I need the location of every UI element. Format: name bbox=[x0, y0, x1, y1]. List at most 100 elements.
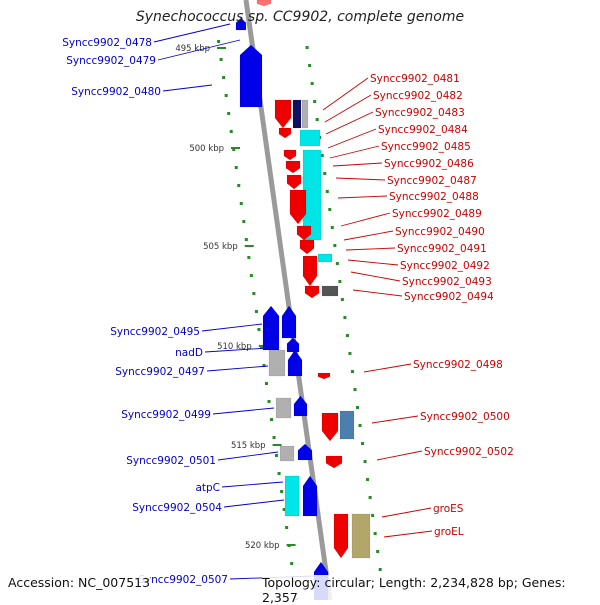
gene-syncc9902-0500b[interactable] bbox=[339, 410, 355, 440]
gene-label-right[interactable]: groEL bbox=[434, 526, 464, 538]
gene-syncc9902-0489[interactable] bbox=[289, 189, 307, 225]
gene-label-right[interactable]: Syncc9902_0500 bbox=[420, 411, 510, 423]
gene-syncc9902-0490[interactable] bbox=[296, 225, 312, 241]
track-dot-right bbox=[315, 118, 319, 121]
track-dot-left bbox=[280, 490, 284, 493]
track-dot-right bbox=[348, 352, 352, 355]
gene-syncc9902-0481[interactable] bbox=[274, 99, 292, 129]
gene-label-right[interactable]: Syncc9902_0485 bbox=[381, 141, 471, 153]
gene-groel[interactable] bbox=[351, 513, 371, 559]
gene-syncc9902-0480[interactable] bbox=[239, 44, 263, 108]
gene-label-right[interactable]: Syncc9902_0483 bbox=[375, 107, 465, 119]
track-dot-left bbox=[237, 184, 241, 187]
gene-syncc9902-0494[interactable] bbox=[304, 285, 320, 299]
gene-syncc9902-0484[interactable] bbox=[299, 129, 321, 147]
label-connector-right bbox=[329, 145, 380, 159]
gene-label-right[interactable]: Syncc9902_0487 bbox=[387, 175, 477, 187]
gene-label-right[interactable]: Syncc9902_0494 bbox=[404, 291, 494, 303]
gene-syncc9902-0504[interactable] bbox=[302, 475, 318, 517]
gene-syncc9902-0500[interactable] bbox=[321, 412, 339, 442]
label-connector-left bbox=[162, 84, 213, 92]
track-dot-left bbox=[217, 40, 221, 43]
gene-syncc9902-0499b[interactable] bbox=[293, 395, 308, 417]
track-dot-right bbox=[338, 280, 342, 283]
gene-label-left[interactable]: Syncc9902_0504 bbox=[132, 502, 222, 514]
label-connector-right bbox=[381, 507, 432, 518]
track-dot-left bbox=[249, 274, 253, 277]
gene-nadd[interactable] bbox=[286, 337, 300, 353]
scale-tick-label: 505 kbp bbox=[203, 242, 238, 252]
scale-tick-label: 500 kbp bbox=[189, 144, 224, 154]
gene-label-right[interactable]: groES bbox=[433, 503, 464, 515]
gene-label-right[interactable]: Syncc9902_0502 bbox=[424, 446, 514, 458]
gene-label-right[interactable]: Syncc9902_0492 bbox=[400, 260, 490, 272]
track-dot-right bbox=[350, 370, 354, 373]
gene-syncc9902-0499[interactable] bbox=[275, 397, 292, 419]
track-dot-right bbox=[361, 442, 365, 445]
gene-syncc9902-0485[interactable] bbox=[283, 149, 297, 161]
gene-label-right[interactable]: Syncc9902_0481 bbox=[370, 73, 460, 85]
gene-top-partial[interactable] bbox=[256, 0, 272, 7]
gene-label-left[interactable]: Syncc9902_0497 bbox=[115, 366, 205, 378]
gene-atpc[interactable] bbox=[284, 475, 300, 517]
gene-label-left[interactable]: Syncc9902_0478 bbox=[62, 37, 152, 49]
label-connector-right bbox=[340, 212, 391, 227]
gene-syncc9902-0494b[interactable] bbox=[321, 285, 339, 297]
gene-label-right[interactable]: Syncc9902_0498 bbox=[413, 359, 503, 371]
track-dot-right bbox=[333, 244, 337, 247]
gene-label-left[interactable]: Syncc9902_0495 bbox=[110, 326, 200, 338]
gene-label-left[interactable]: Syncc9902_0480 bbox=[71, 86, 161, 98]
gene-syncc9902-0479[interactable] bbox=[235, 17, 247, 31]
track-dot-left bbox=[257, 328, 261, 331]
gene-label-left[interactable]: Syncc9902_0499 bbox=[121, 409, 211, 421]
gene-syncc9902-0492[interactable] bbox=[317, 253, 333, 263]
gene-syncc9902-0495b[interactable] bbox=[281, 305, 297, 339]
gene-syncc9902-0497b[interactable] bbox=[287, 349, 303, 377]
label-connector-left bbox=[221, 481, 284, 488]
track-dot-left bbox=[239, 202, 243, 205]
gene-groes[interactable] bbox=[333, 513, 349, 559]
track-dot-right bbox=[343, 316, 347, 319]
gene-syncc9902-0501[interactable] bbox=[279, 445, 295, 462]
gene-syncc9902-0502[interactable] bbox=[325, 455, 343, 469]
track-dot-right bbox=[353, 388, 357, 391]
gene-label-left[interactable]: Syncc9902_0479 bbox=[66, 55, 156, 67]
gene-syncc9902-0495[interactable] bbox=[262, 305, 280, 351]
scale-tick-label: 515 kbp bbox=[231, 441, 266, 451]
gene-syncc9902-0498[interactable] bbox=[317, 372, 331, 380]
gene-label-right[interactable]: Syncc9902_0484 bbox=[378, 124, 468, 136]
gene-label-right[interactable]: Syncc9902_0491 bbox=[397, 243, 487, 255]
gene-label-right[interactable]: Syncc9902_0488 bbox=[389, 191, 479, 203]
gene-label-right[interactable]: Syncc9902_0493 bbox=[402, 276, 492, 288]
gene-label-left[interactable]: Syncc9902_0501 bbox=[126, 455, 216, 467]
gene-label-right[interactable]: Syncc9902_0486 bbox=[384, 158, 474, 170]
track-dot-right bbox=[368, 496, 372, 499]
label-connector-right bbox=[350, 271, 401, 282]
gene-syncc9902-0491[interactable] bbox=[299, 239, 315, 255]
scale-tick-label: 520 kbp bbox=[245, 541, 280, 551]
label-connector-left bbox=[201, 323, 263, 332]
label-connector-right bbox=[322, 77, 369, 111]
track-dot-right bbox=[305, 46, 309, 49]
gene-syncc9902-0488[interactable] bbox=[286, 174, 302, 190]
gene-label-left[interactable]: Syncc9902_0507 bbox=[138, 574, 228, 586]
gene-syncc9902-0501b[interactable] bbox=[297, 443, 313, 461]
gene-syncc9902-0497[interactable] bbox=[268, 349, 286, 377]
track-dot-left bbox=[227, 112, 231, 115]
gene-label-right[interactable]: Syncc9902_0490 bbox=[395, 226, 485, 238]
gene-syncc9902-0483[interactable] bbox=[278, 127, 292, 139]
track-dot-left bbox=[264, 382, 268, 385]
gene-syncc9902-0493[interactable] bbox=[302, 255, 318, 287]
gene-syncc9902-0487[interactable] bbox=[285, 160, 301, 174]
gene-label-left[interactable]: atpC bbox=[195, 482, 220, 494]
track-dot-right bbox=[308, 64, 312, 67]
gene-label-right[interactable]: Syncc9902_0482 bbox=[373, 90, 463, 102]
label-connector-right bbox=[363, 363, 412, 373]
track-dot-right bbox=[373, 532, 377, 535]
scale-tick-label: 495 kbp bbox=[175, 44, 210, 54]
gene-label-right[interactable]: Syncc9902_0489 bbox=[392, 208, 482, 220]
gene-syncc9902-0482[interactable] bbox=[292, 99, 302, 129]
gene-label-left[interactable]: nadD bbox=[175, 347, 203, 359]
gene-syncc9902-0482b[interactable] bbox=[301, 99, 309, 129]
label-connector-right bbox=[347, 259, 399, 266]
